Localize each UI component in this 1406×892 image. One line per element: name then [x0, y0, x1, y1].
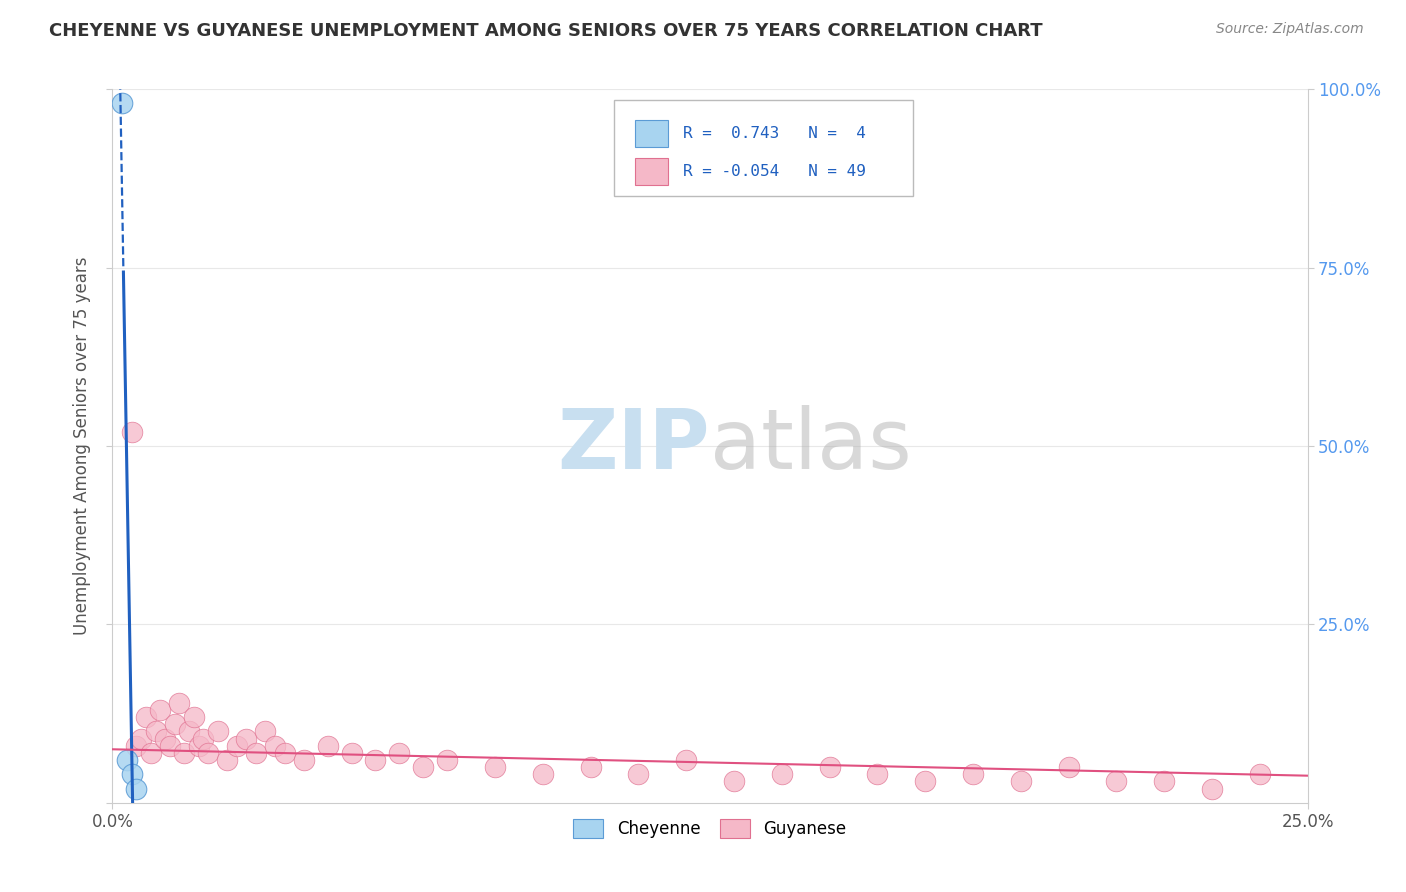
Text: R =  0.743   N =  4: R = 0.743 N = 4	[682, 126, 866, 141]
Point	[225, 739, 247, 753]
Point	[197, 746, 219, 760]
Point	[273, 746, 295, 760]
Point	[484, 760, 506, 774]
Point	[866, 767, 889, 781]
Bar	[634, 158, 668, 185]
Point	[579, 760, 602, 774]
Point	[264, 739, 287, 753]
Point	[627, 767, 650, 781]
Point	[1249, 767, 1271, 781]
Point	[962, 767, 984, 781]
Legend: Cheyenne, Guyanese: Cheyenne, Guyanese	[567, 812, 853, 845]
Point	[153, 731, 176, 746]
Point	[1201, 781, 1223, 796]
Point	[914, 774, 936, 789]
Point	[139, 746, 162, 760]
Text: ZIP: ZIP	[558, 406, 710, 486]
Point	[159, 739, 181, 753]
Point	[316, 739, 339, 753]
Point	[207, 724, 229, 739]
Point	[675, 753, 697, 767]
Text: atlas: atlas	[710, 406, 911, 486]
Point	[412, 760, 434, 774]
Point	[121, 767, 143, 781]
Point	[436, 753, 458, 767]
Point	[145, 724, 167, 739]
Point	[135, 710, 157, 724]
Point	[770, 767, 793, 781]
Y-axis label: Unemployment Among Seniors over 75 years: Unemployment Among Seniors over 75 years	[73, 257, 91, 635]
Text: Source: ZipAtlas.com: Source: ZipAtlas.com	[1216, 22, 1364, 37]
Point	[364, 753, 387, 767]
Point	[245, 746, 267, 760]
Point	[818, 760, 841, 774]
Point	[129, 731, 152, 746]
Point	[187, 739, 209, 753]
Text: R = -0.054   N = 49: R = -0.054 N = 49	[682, 164, 866, 178]
Point	[149, 703, 172, 717]
Point	[193, 731, 215, 746]
Point	[173, 746, 195, 760]
Point	[183, 710, 205, 724]
Point	[163, 717, 186, 731]
Point	[292, 753, 315, 767]
Point	[125, 739, 148, 753]
Point	[121, 425, 143, 439]
Point	[254, 724, 277, 739]
FancyBboxPatch shape	[614, 100, 914, 196]
Point	[723, 774, 745, 789]
Point	[169, 696, 191, 710]
Point	[1153, 774, 1175, 789]
Point	[388, 746, 411, 760]
Point	[235, 731, 257, 746]
Point	[1057, 760, 1080, 774]
Bar	[634, 120, 668, 147]
Point	[125, 781, 148, 796]
Point	[111, 96, 134, 111]
Point	[531, 767, 554, 781]
Point	[340, 746, 363, 760]
Point	[177, 724, 200, 739]
Point	[1010, 774, 1032, 789]
Point	[115, 753, 138, 767]
Point	[1105, 774, 1128, 789]
Point	[217, 753, 239, 767]
Text: CHEYENNE VS GUYANESE UNEMPLOYMENT AMONG SENIORS OVER 75 YEARS CORRELATION CHART: CHEYENNE VS GUYANESE UNEMPLOYMENT AMONG …	[49, 22, 1043, 40]
